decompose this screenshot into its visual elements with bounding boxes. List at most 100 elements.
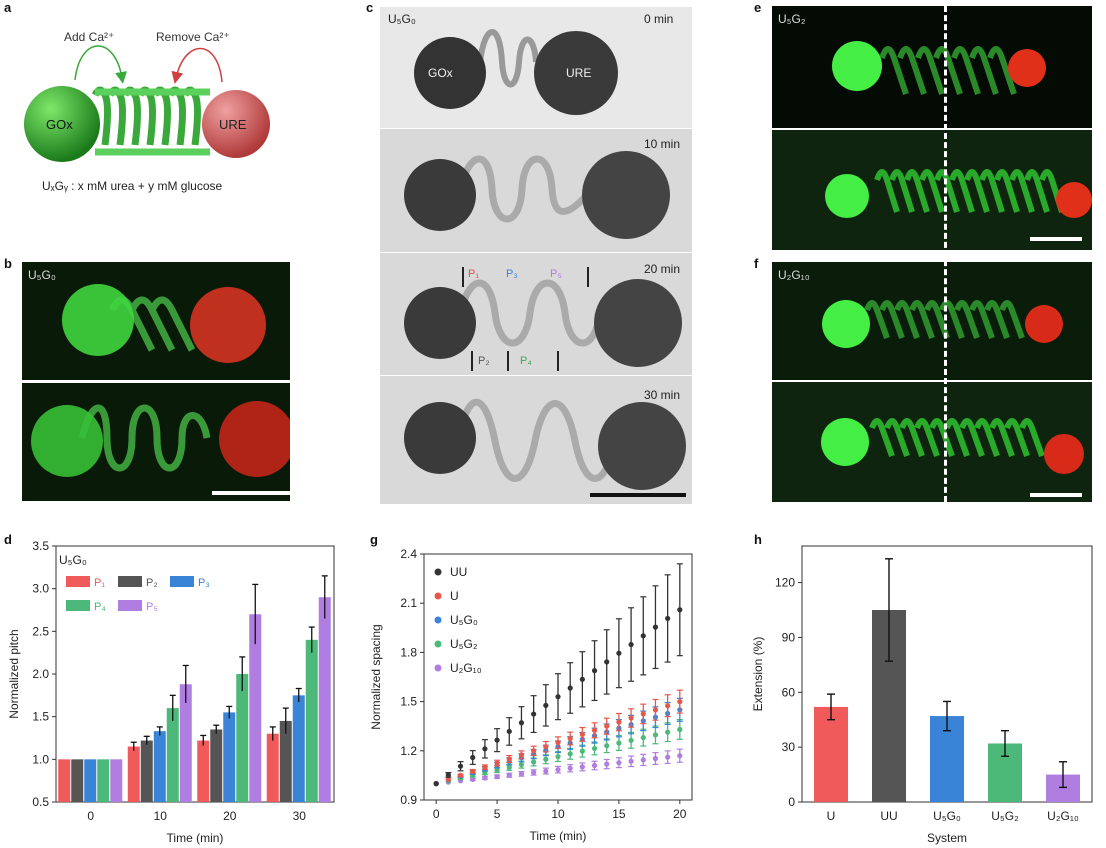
panel-b-label: b <box>4 256 12 271</box>
chart-g-point <box>652 755 659 762</box>
chart-d-xtick-label: 20 <box>223 809 237 823</box>
chart-d-bar <box>127 746 140 802</box>
chart-g-point <box>665 703 671 709</box>
chart-d-ytick-label: 2.5 <box>32 624 49 638</box>
chart-g-point <box>555 740 561 746</box>
chart-g-point <box>506 764 512 770</box>
panel-c-frame-20 <box>380 252 692 375</box>
chart-g-point <box>567 765 573 771</box>
chart-g-point <box>555 767 561 773</box>
chart-g-point <box>518 752 525 758</box>
panel-b-micrograph-top <box>22 262 290 380</box>
pitch-label-p1: P₁ <box>468 268 480 280</box>
chart-d-bar <box>223 712 236 802</box>
chart-g-legend-marker <box>434 568 442 576</box>
panel-b-micrograph-bottom <box>22 383 290 501</box>
chart-d-bar <box>305 639 318 802</box>
chart-d-legend-label: P₄ <box>94 601 106 613</box>
panel-g-label: g <box>370 532 378 547</box>
chart-g-point <box>506 772 512 778</box>
chart-g-point <box>445 776 451 783</box>
panel-a-schematic <box>24 45 270 162</box>
chart-g-point <box>591 727 598 733</box>
chart-g-point <box>640 633 646 639</box>
chart-g-ytick-label: 1.5 <box>400 695 417 709</box>
panel-c-time-0: 0 min <box>644 12 674 26</box>
chart-g-point <box>640 734 646 741</box>
chart-d-xlabel: Time (min) <box>167 831 224 845</box>
chart-g-ytick-label: 1.8 <box>400 645 417 659</box>
panel-c-time-10: 10 min <box>644 137 681 151</box>
chart-d-legend-label: P₁ <box>94 577 105 589</box>
chart-g-point <box>531 711 537 717</box>
chart-h-xtick-label: U <box>827 809 836 823</box>
chart-g-ytick-label: 0.9 <box>400 793 417 807</box>
chart-g-legend-marker <box>434 616 442 624</box>
chart-g-legend-marker <box>434 592 442 600</box>
chart-g-point <box>543 768 549 774</box>
chart-g-point <box>665 729 671 735</box>
panel-c-time-30: 30 min <box>644 388 681 402</box>
chart-g-legend-label: U₅G₂ <box>450 637 478 651</box>
chart-g-point <box>494 774 500 780</box>
chart-h-xtick-label: UU <box>880 809 897 823</box>
chart-g-point <box>494 760 500 766</box>
panel-e-label: e <box>754 0 762 15</box>
chart-g-point <box>604 761 610 767</box>
chart-g-point <box>543 744 549 750</box>
chart-g-point <box>640 757 646 763</box>
add-calcium-label: Add Ca²⁺ <box>64 30 115 44</box>
chart-d-ytick-label: 3.0 <box>32 582 49 596</box>
chart-d-xtick-label: 0 <box>87 809 94 823</box>
panel-a-caption: UₓGᵧ : x mM urea + y mM glucose <box>42 179 223 193</box>
reference-dashed-line <box>944 6 947 502</box>
pitch-label-p3: P₃ <box>506 268 518 280</box>
pitch-label-p4: P₄ <box>520 355 532 367</box>
chart-d-bar <box>153 731 166 802</box>
chart-g-point <box>604 743 610 749</box>
chart-g-point <box>616 740 622 746</box>
chart-h-xlabel: System <box>927 831 967 845</box>
chart-d-bar <box>236 674 249 802</box>
chart-g-legend-label: U <box>450 589 459 603</box>
panel-c-label: c <box>366 0 374 15</box>
chart-g-point <box>652 707 659 713</box>
chart-d-ytick-label: 3.5 <box>32 539 49 553</box>
chart-g-xtick-label: 15 <box>612 807 626 821</box>
chart-h-ytick-label: 90 <box>782 630 796 644</box>
chart-g-point <box>506 728 512 735</box>
chart-g-point <box>470 768 476 774</box>
chart-d-legend-swatch <box>118 576 142 587</box>
chart-d-bar <box>166 708 179 802</box>
chart-g-legend-label: U₂G₁₀ <box>450 661 482 675</box>
chart-g-legend-label: UU <box>450 565 467 579</box>
panel-c-frame-10 <box>380 128 692 252</box>
chart-g-point <box>665 615 671 622</box>
chart-g-xtick-label: 5 <box>494 807 501 821</box>
chart-g-point <box>445 772 451 778</box>
chart-d-bar <box>318 597 331 802</box>
chart-d-xtick-label: 30 <box>293 809 307 823</box>
chart-g-ytick-label: 2.1 <box>400 596 417 610</box>
chart-g-point <box>579 676 585 682</box>
chart-g-point <box>494 737 500 743</box>
panel-c-gox-label: GOx <box>428 66 453 80</box>
panel-e-micrograph-bottom <box>772 130 1092 250</box>
chart-h-ytick-label: 120 <box>775 576 795 590</box>
chart-g-xlabel: Time (min) <box>530 829 587 843</box>
chart-d-legend-label: P₃ <box>198 577 210 589</box>
chart-g-point <box>555 694 561 700</box>
chart-g-point <box>591 668 598 674</box>
chart-g-point <box>604 659 610 665</box>
chart-d-title: U₅G₀ <box>59 553 87 567</box>
remove-calcium-label: Remove Ca²⁺ <box>156 30 230 44</box>
chart-d-legend-swatch <box>170 576 194 587</box>
chart-g-xtick-label: 0 <box>433 807 440 821</box>
panel-f-micrograph-bottom <box>772 382 1092 502</box>
chart-d-ytick-label: 2.0 <box>32 667 49 681</box>
chart-g-point <box>518 720 525 726</box>
panel-f-micrograph-top <box>772 262 1092 380</box>
panel-e-sample-label: U₅G₂ <box>778 12 806 26</box>
chart-g-point <box>470 776 476 783</box>
chart-h-ytick-label: 0 <box>788 795 795 809</box>
